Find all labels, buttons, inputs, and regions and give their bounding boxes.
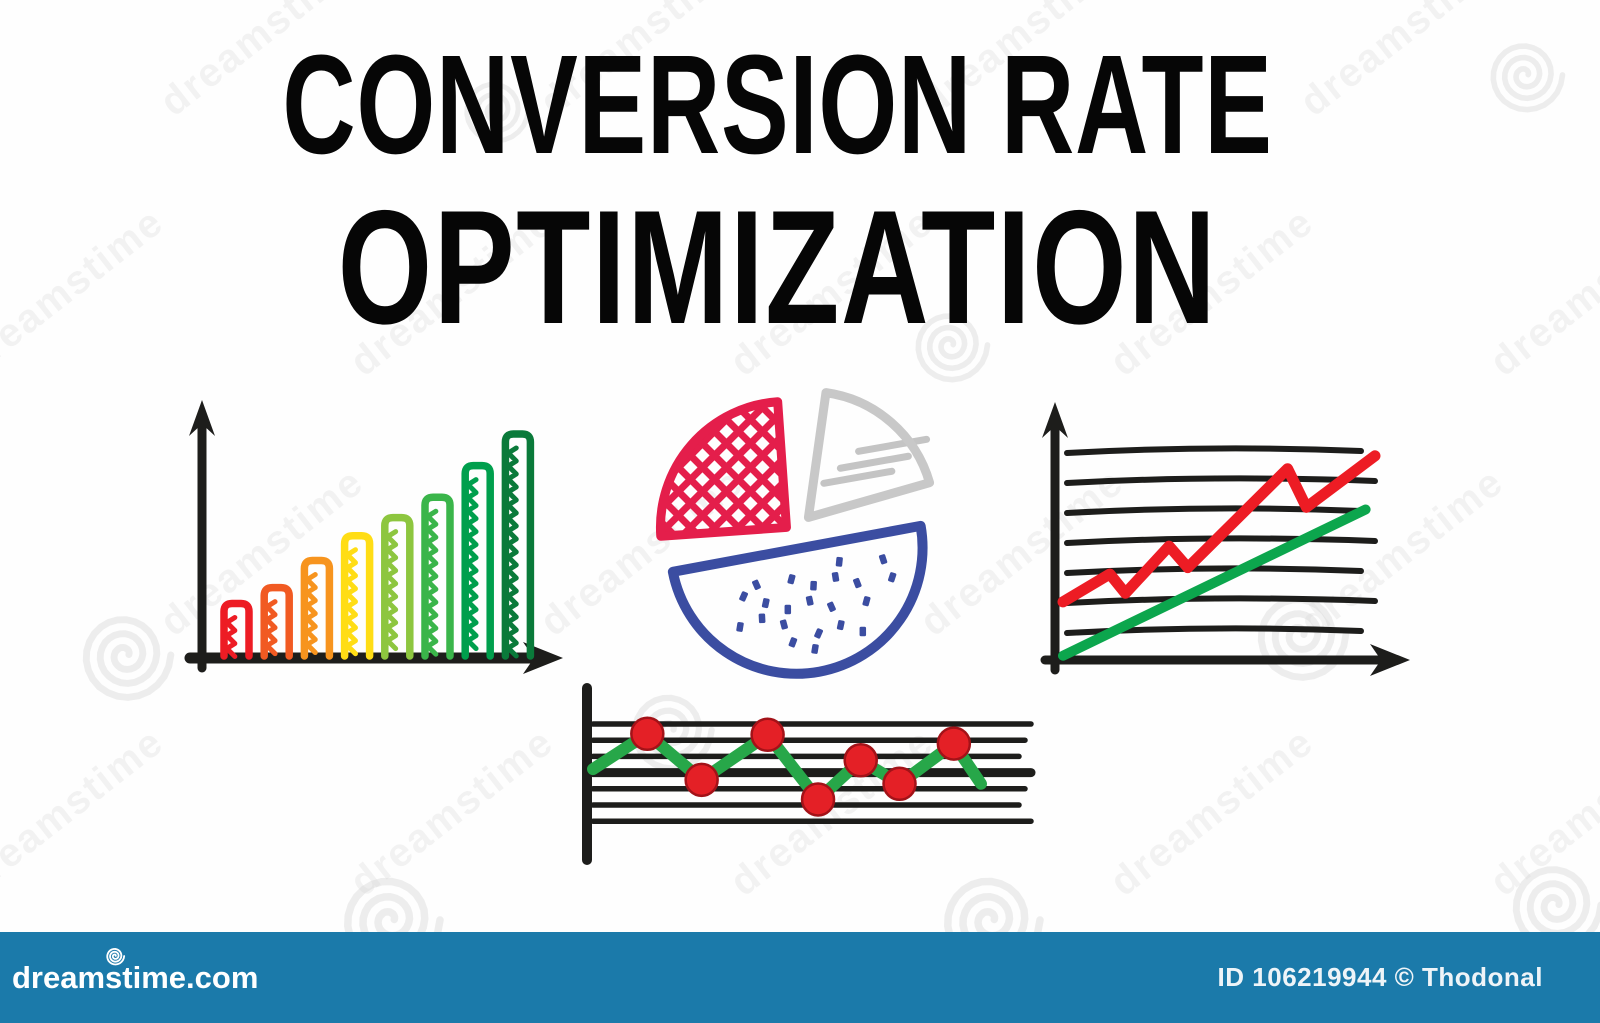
dreamstime-logo-text: dreamstime.com [12,959,259,995]
footer-bar: dreamstime.com ID 106219944 © Thodonal [0,932,1600,1023]
page-title: CONVERSION RATE OPTIMIZATION [0,34,1555,349]
watermark-text: dreamstime [1102,719,1322,905]
watermark-text: dreamstime [1482,719,1600,905]
watermark-text: dreamstime [0,719,172,905]
trend-chart [1040,402,1410,676]
dreamstime-logo: dreamstime.com [12,947,259,996]
title-line-1: CONVERSION RATE [282,25,1273,183]
spiral-icon [106,947,126,965]
bar-chart [184,400,563,674]
watermark-text: dreamstime [342,719,562,905]
pie-chart [655,388,935,679]
spiral-watermark-icon [82,616,175,701]
title-line-2: OPTIMIZATION [337,177,1218,358]
image-credit: ID 106219944 © Thodonal [1217,962,1543,992]
control-chart [582,683,1036,865]
